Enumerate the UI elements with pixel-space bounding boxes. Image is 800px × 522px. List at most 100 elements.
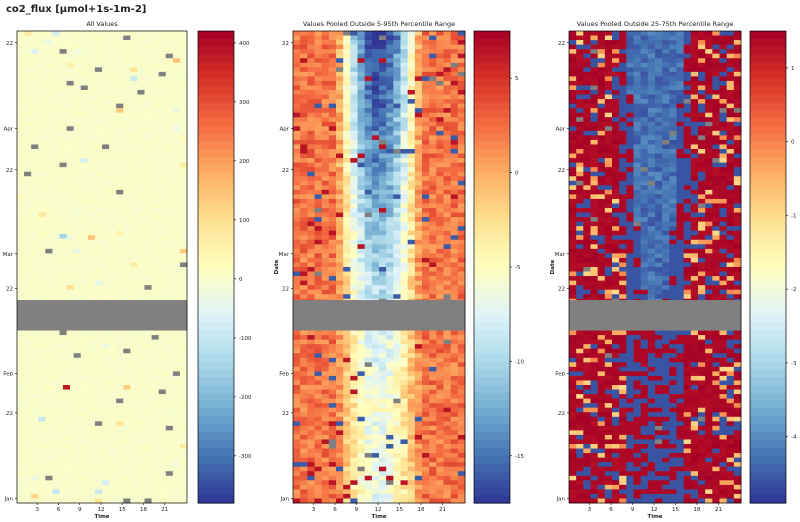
heatmap-cell xyxy=(45,466,53,472)
heatmap-cell xyxy=(144,403,152,409)
heatmap-cell xyxy=(400,189,409,195)
heatmap-cell xyxy=(151,167,160,173)
heatmap-cell xyxy=(350,49,358,55)
heatmap-cell xyxy=(336,185,344,191)
heatmap-cell xyxy=(165,466,174,472)
heatmap-cell xyxy=(80,267,89,272)
heatmap-cell xyxy=(179,339,188,345)
heatmap-cell xyxy=(17,121,25,127)
heatmap-cell xyxy=(429,239,437,245)
heatmap-cell xyxy=(144,398,152,404)
heatmap-cell xyxy=(158,448,167,454)
heatmap-cell xyxy=(386,262,394,268)
heatmap-cell xyxy=(307,457,315,463)
heatmap-cell xyxy=(73,71,82,77)
heatmap-cell xyxy=(343,457,351,463)
heatmap-cell xyxy=(379,44,387,50)
heatmap-cell xyxy=(328,158,337,164)
heatmap-cell xyxy=(407,121,416,127)
heatmap-cell xyxy=(429,280,437,286)
heatmap-cell xyxy=(400,412,409,418)
heatmap-cell xyxy=(123,212,131,218)
heatmap-cell xyxy=(31,271,39,277)
heatmap-cell xyxy=(87,385,96,390)
heatmap-cell xyxy=(123,80,131,86)
heatmap-cell xyxy=(450,121,459,127)
heatmap-cell xyxy=(109,198,117,204)
colorbar-segment xyxy=(198,259,234,268)
heatmap-cell xyxy=(31,62,39,68)
heatmap-cell xyxy=(172,425,181,431)
heatmap-cell xyxy=(300,58,308,64)
heatmap-cell xyxy=(300,149,308,154)
heatmap-cell xyxy=(357,235,366,241)
heatmap-cell xyxy=(350,76,358,82)
heatmap-cell xyxy=(350,176,358,182)
heatmap-cell xyxy=(116,76,124,82)
heatmap-cell xyxy=(350,117,358,123)
heatmap-cell xyxy=(102,130,110,136)
heatmap-cell xyxy=(414,394,423,400)
heatmap-cell xyxy=(17,248,25,254)
heatmap-cell xyxy=(414,176,423,182)
heatmap-cell xyxy=(371,90,380,95)
heatmap-cell xyxy=(144,117,152,123)
colorbar-segment xyxy=(198,117,234,126)
heatmap-cell xyxy=(450,230,459,236)
heatmap-cell xyxy=(436,71,444,77)
heatmap-cell xyxy=(38,489,46,495)
heatmap-cell xyxy=(144,425,152,431)
heatmap-cell xyxy=(80,239,89,245)
x-tick-label: 15 xyxy=(119,507,126,513)
heatmap-cell xyxy=(364,67,373,73)
heatmap-cell xyxy=(59,416,67,422)
heatmap-cell xyxy=(314,276,323,282)
heatmap-cell xyxy=(414,375,423,381)
heatmap-cell xyxy=(307,180,315,186)
heatmap-cell xyxy=(386,121,394,127)
heatmap-cell xyxy=(73,194,82,200)
heatmap-cell xyxy=(293,471,301,477)
heatmap-cell xyxy=(179,357,188,363)
heatmap-cell xyxy=(80,208,89,213)
heatmap-cell xyxy=(165,484,174,490)
heatmap-cell xyxy=(31,103,39,109)
heatmap-cell xyxy=(328,330,337,336)
heatmap-cell xyxy=(457,221,466,227)
heatmap-cell xyxy=(38,85,46,91)
heatmap-cell xyxy=(24,267,32,272)
heatmap-cell xyxy=(158,330,167,336)
heatmap-cell xyxy=(179,403,188,409)
heatmap-cell xyxy=(102,416,110,422)
heatmap-cell xyxy=(130,403,138,409)
heatmap-cell xyxy=(379,462,387,468)
heatmap-cell xyxy=(109,108,117,114)
heatmap-cell xyxy=(165,167,174,173)
heatmap-cell xyxy=(400,221,409,227)
heatmap-cell xyxy=(386,99,394,105)
heatmap-cell xyxy=(116,425,124,431)
heatmap-cell xyxy=(371,171,380,177)
heatmap-cell xyxy=(293,444,301,449)
heatmap-cell xyxy=(116,366,124,372)
heatmap-cell xyxy=(307,76,315,82)
heatmap-cell xyxy=(364,221,373,227)
heatmap-cell xyxy=(457,62,466,68)
heatmap-cell xyxy=(151,335,160,341)
heatmap-cell xyxy=(151,35,160,41)
heatmap-cell xyxy=(314,244,323,250)
heatmap-cell xyxy=(379,271,387,277)
heatmap-cell xyxy=(350,244,358,250)
heatmap-cell xyxy=(379,212,387,218)
heatmap-cell xyxy=(371,385,380,390)
heatmap-cell xyxy=(350,112,358,118)
heatmap-cell xyxy=(116,416,124,422)
heatmap-cell xyxy=(407,126,416,132)
heatmap-cell xyxy=(144,430,152,436)
heatmap-cell xyxy=(80,498,89,504)
heatmap-cell xyxy=(158,425,167,431)
heatmap-cell xyxy=(144,212,152,218)
heatmap-cell xyxy=(123,398,131,404)
heatmap-cell xyxy=(379,471,387,477)
heatmap-cell xyxy=(52,139,60,145)
